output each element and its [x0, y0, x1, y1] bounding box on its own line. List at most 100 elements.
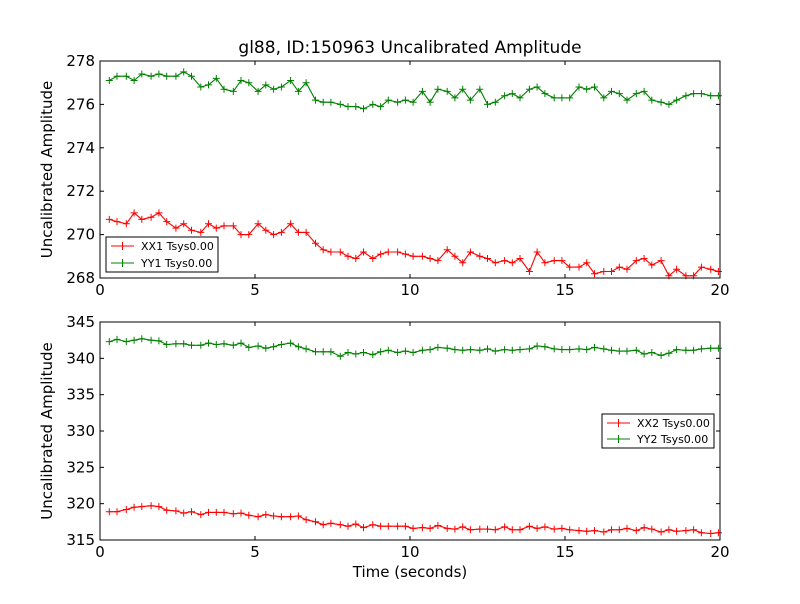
data-point-xx2 — [302, 516, 310, 524]
data-point-yy2 — [336, 352, 344, 360]
bottom-panel: 0 5 10 15 20 315 320 325 330 335 340 345 Uncalibra… — [38, 313, 730, 581]
data-point-yy1 — [130, 77, 138, 84]
data-point-xx1 — [229, 222, 237, 230]
data-point-yy2 — [384, 346, 392, 354]
data-point-yy2 — [138, 335, 146, 343]
bottom-y-ticks: 315 320 325 330 335 340 345 — [66, 313, 720, 549]
data-point-xx2 — [508, 526, 516, 534]
data-point-yy1 — [352, 103, 360, 111]
data-point-xx2 — [188, 508, 195, 516]
data-point-xx2 — [344, 522, 352, 530]
data-point-xx1 — [113, 218, 121, 226]
data-point-yy1 — [558, 94, 566, 102]
data-point-yy2 — [147, 336, 155, 344]
data-point-xx1 — [262, 226, 270, 234]
data-point-xx1 — [541, 259, 549, 267]
data-point-xx1 — [409, 252, 417, 260]
data-point-yy2 — [632, 346, 640, 354]
data-point-yy2 — [575, 345, 583, 353]
data-point-xx2 — [484, 525, 491, 533]
bottom-x-tick-label: 0 — [95, 543, 105, 561]
top-x-tick-label: 15 — [555, 281, 574, 299]
data-point-yy1 — [138, 70, 146, 78]
bottom-y-tick-label: 315 — [66, 531, 95, 549]
data-point-yy2 — [591, 343, 598, 351]
data-point-yy1 — [237, 77, 245, 84]
data-point-yy1 — [459, 85, 467, 93]
data-point-yy1 — [229, 87, 237, 95]
top-legend-box — [105, 236, 219, 273]
data-point-xx1 — [336, 248, 344, 256]
data-point-yy1 — [360, 105, 367, 113]
data-point-xx2 — [401, 522, 409, 530]
data-point-yy2 — [327, 348, 335, 356]
data-point-yy1 — [220, 85, 228, 93]
bottom-legend: XX2 Tsys0.00 YY2 Tsys0.00 — [601, 413, 715, 449]
data-point-yy2 — [229, 341, 237, 349]
data-point-yy2 — [583, 346, 591, 354]
data-point-xx2 — [600, 528, 608, 536]
data-point-yy2 — [369, 351, 377, 359]
data-point-yy1 — [533, 83, 541, 91]
bottom-y-axis-label: Uncalibrated Amplitude — [38, 342, 56, 519]
data-point-yy1 — [673, 96, 681, 104]
data-point-xx1 — [550, 257, 558, 265]
data-point-xx1 — [327, 248, 335, 256]
data-point-xx1 — [566, 263, 574, 271]
data-point-xx2 — [138, 503, 146, 511]
data-point-yy2 — [459, 346, 467, 354]
data-point-yy2 — [501, 346, 509, 354]
data-point-xx1 — [294, 228, 302, 236]
data-point-yy1 — [344, 103, 352, 111]
data-point-yy2 — [451, 346, 459, 354]
bottom-axes-frame — [99, 321, 721, 541]
data-point-xx1 — [122, 220, 130, 228]
data-point-yy2 — [394, 349, 402, 356]
data-point-yy2 — [690, 346, 698, 354]
data-point-xx1 — [197, 228, 205, 236]
data-point-xx2 — [591, 527, 598, 535]
data-point-xx1 — [648, 261, 656, 269]
data-point-xx2 — [180, 509, 188, 517]
data-point-yy2 — [312, 348, 319, 356]
data-point-xx2 — [237, 509, 245, 517]
data-point-yy2 — [197, 341, 205, 349]
data-point-yy1 — [665, 100, 673, 108]
data-point-xx1 — [212, 224, 220, 232]
data-point-xx1 — [220, 222, 228, 230]
data-point-xx2 — [336, 521, 344, 529]
data-point-yy1 — [525, 85, 533, 93]
data-point-yy2 — [188, 341, 195, 349]
data-point-xx2 — [575, 527, 583, 535]
data-point-yy1 — [312, 96, 319, 104]
data-point-xx1 — [155, 209, 163, 217]
data-point-yy1 — [336, 100, 344, 108]
data-point-yy2 — [434, 343, 442, 351]
data-point-yy2 — [484, 345, 491, 353]
data-point-xx1 — [270, 231, 278, 239]
data-point-yy2 — [714, 344, 722, 352]
data-point-xx2 — [352, 520, 360, 528]
data-point-xx1 — [501, 257, 509, 265]
data-point-xx2 — [418, 524, 426, 532]
bottom-y-tick-label: 330 — [66, 422, 95, 440]
data-point-yy1 — [640, 87, 648, 95]
legend-label-yy1: YY1 Tsys0.00 — [140, 257, 212, 270]
data-point-xx1 — [640, 255, 648, 262]
data-point-xx2 — [665, 526, 673, 534]
legend-label-yy2: YY2 Tsys0.00 — [636, 433, 708, 446]
data-point-yy1 — [409, 98, 417, 106]
data-point-xx1 — [443, 246, 451, 254]
data-point-yy1 — [254, 87, 262, 95]
data-point-yy1 — [714, 92, 722, 100]
data-point-xx2 — [648, 525, 656, 533]
data-point-xx1 — [172, 224, 180, 232]
data-point-yy1 — [122, 72, 130, 80]
data-point-xx1 — [714, 268, 722, 275]
data-point-xx2 — [491, 526, 499, 534]
data-point-xx2 — [434, 522, 442, 529]
data-point-xx1 — [466, 248, 474, 256]
data-point-xx1 — [558, 257, 566, 265]
data-point-xx2 — [673, 527, 681, 535]
